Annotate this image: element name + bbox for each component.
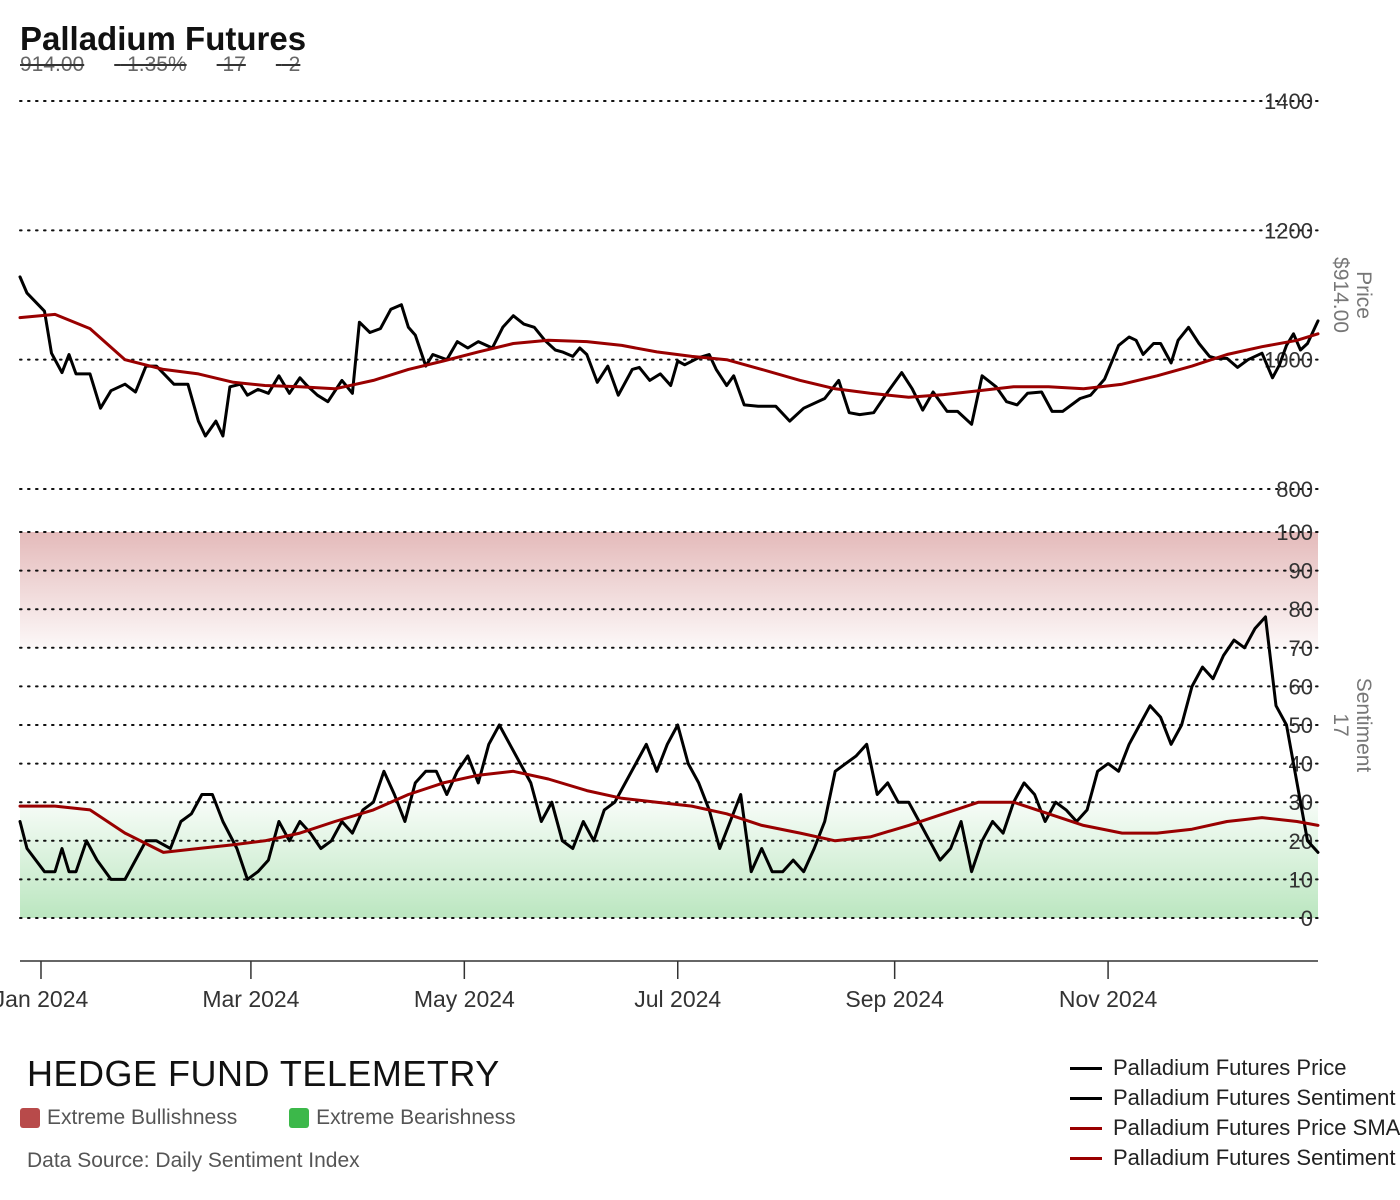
palladium-futures-sentiment-line [18, 615, 1320, 881]
price-tick-label: 1000 [1264, 348, 1313, 373]
chart: 800100012001400Price$914.000102030405060… [0, 89, 1375, 1012]
x-tick-label: Jul 2024 [634, 986, 721, 1012]
sentiment-tick-label: 100 [1276, 520, 1313, 545]
bearish-swatch [289, 1108, 310, 1128]
legend-line [1070, 1126, 1102, 1130]
palladium-futures-sentiment-sma-line [18, 769, 1320, 854]
chart-title: Palladium Futures [20, 20, 307, 57]
brand-name: HEDGE FUND TELEMETRY [27, 1053, 500, 1094]
price-tick-label: 1400 [1264, 89, 1313, 114]
bearish-label: Extreme Bearishness [316, 1106, 516, 1129]
x-tick-label: May 2024 [414, 986, 515, 1012]
sentiment-axis-label: Sentiment [1352, 678, 1375, 773]
legend-item[interactable]: Palladium Futures Sentiment [1070, 1083, 1400, 1113]
price-change-percent: -1.35% [120, 53, 187, 76]
data-source: Data Source: Daily Sentiment Index [27, 1149, 360, 1172]
palladium-futures-price-line [18, 275, 1320, 438]
sentiment-tick-label: 10 [1289, 867, 1313, 892]
extreme-bearish-band [20, 802, 1318, 918]
legend-label: Palladium Futures Sentiment SMA [1113, 1145, 1400, 1170]
sentiment-change: -2 [281, 53, 301, 76]
zone-legend-bullish: Extreme Bullishness [20, 1106, 237, 1130]
price-axis-label: Price [1352, 271, 1375, 319]
x-tick-label: Nov 2024 [1059, 986, 1158, 1012]
palladium-futures-price-sma-line [18, 312, 1320, 399]
quote-stats: 914.00 -1.35% 17 -2 [20, 53, 300, 77]
sentiment-tick-label: 90 [1289, 559, 1313, 584]
legend-item[interactable]: Palladium Futures Price [1070, 1053, 1400, 1083]
price-axis-value: $914.00 [1329, 257, 1352, 333]
price-axis-title: Price$914.00 [1329, 257, 1375, 333]
extreme-bullish-band [20, 532, 1318, 648]
legend-label: Palladium Futures Price SMA [1113, 1115, 1400, 1140]
sentiment-tick-label: 70 [1289, 636, 1313, 661]
bullish-swatch [20, 1108, 40, 1128]
sentiment-value: 17 [222, 53, 246, 76]
sentiment-axis-value: 17 [1329, 713, 1352, 736]
bullish-label: Extreme Bullishness [47, 1106, 238, 1129]
legend-line [1070, 1066, 1102, 1070]
series-legend: Palladium Futures Price Palladium Future… [1070, 1053, 1400, 1173]
sentiment-tick-label: 50 [1289, 713, 1313, 738]
x-tick-label: Sep 2024 [845, 986, 944, 1012]
legend-line [1070, 1156, 1102, 1160]
x-tick-label: Jan 2024 [0, 986, 89, 1012]
zone-legend: Extreme Bullishness Extreme Bearishness [20, 1106, 562, 1134]
legend-label: Palladium Futures Sentiment [1113, 1085, 1396, 1110]
legend-item[interactable]: Palladium Futures Price SMA [1070, 1113, 1400, 1143]
last-price: 914.00 [20, 53, 85, 76]
sentiment-tick-label: 0 [1301, 906, 1313, 931]
legend-item[interactable]: Palladium Futures Sentiment SMA [1070, 1143, 1400, 1173]
x-tick-label: Mar 2024 [202, 986, 299, 1012]
sentiment-tick-label: 80 [1289, 597, 1313, 622]
price-tick-label: 800 [1276, 477, 1313, 502]
price-tick-label: 1200 [1264, 218, 1313, 243]
zone-legend-bearish: Extreme Bearishness [289, 1106, 516, 1130]
sentiment-tick-label: 60 [1289, 674, 1313, 699]
legend-label: Palladium Futures Price [1113, 1055, 1347, 1080]
legend-line [1070, 1096, 1102, 1100]
